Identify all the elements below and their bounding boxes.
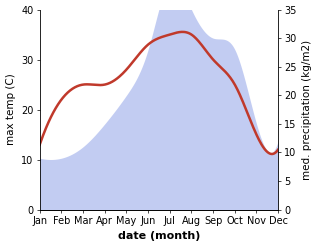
X-axis label: date (month): date (month) <box>118 231 200 242</box>
Y-axis label: med. precipitation (kg/m2): med. precipitation (kg/m2) <box>302 40 313 180</box>
Y-axis label: max temp (C): max temp (C) <box>5 74 16 145</box>
